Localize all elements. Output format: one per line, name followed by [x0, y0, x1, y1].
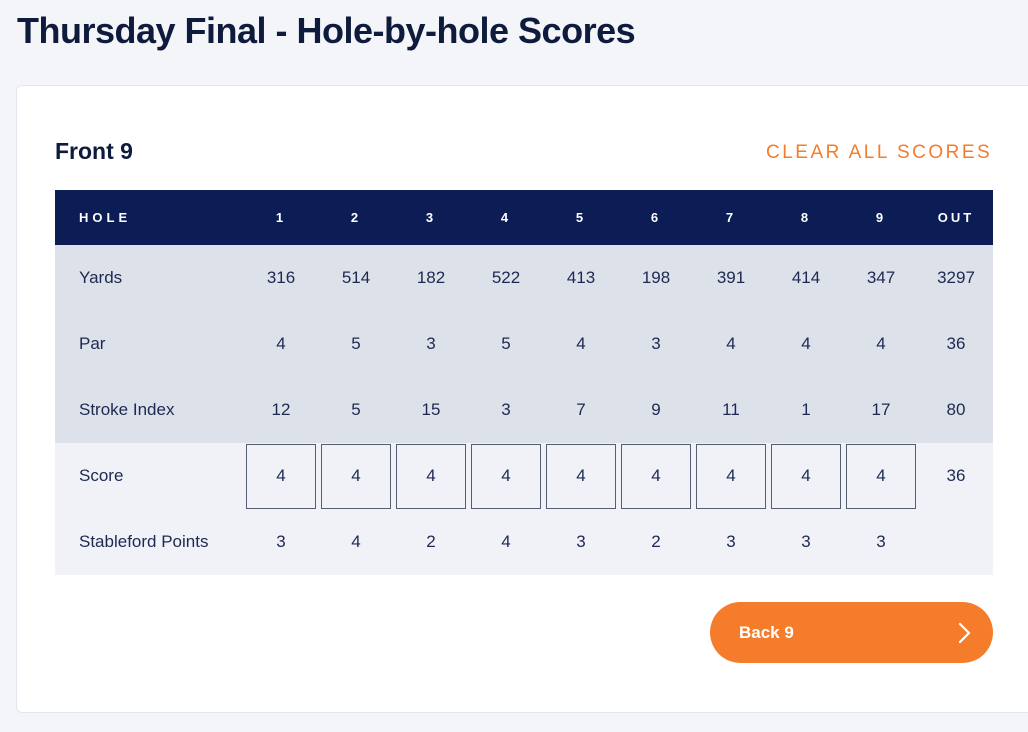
score-input-hole-7[interactable]: 4 — [696, 443, 766, 509]
table-header-row: HOLE 1 2 3 4 5 6 7 8 9 OUT — [55, 190, 993, 245]
table-row-stableford-points: Stableford Points 3 4 2 4 3 2 3 3 3 — [55, 509, 993, 575]
score-input-hole-6[interactable]: 4 — [621, 443, 691, 509]
yards-hole-2: 514 — [341, 268, 371, 287]
par-hole-4: 5 — [501, 334, 511, 353]
score-label: Score — [79, 466, 124, 485]
stableford-points-hole-4: 4 — [501, 532, 511, 551]
header-out: OUT — [937, 210, 975, 225]
stroke-index-hole-1: 12 — [271, 400, 291, 419]
header-hole-2: 2 — [350, 210, 362, 225]
par-hole-8: 4 — [801, 334, 811, 353]
header-hole-7: 7 — [725, 210, 737, 225]
stableford-points-hole-1: 3 — [276, 532, 286, 551]
stroke-index-label: Stroke Index — [79, 400, 175, 419]
score-input-hole-2[interactable]: 4 — [321, 443, 391, 509]
header-hole-5: 5 — [575, 210, 587, 225]
score-input-hole-4[interactable]: 4 — [471, 443, 541, 509]
score-input-hole-9[interactable]: 4 — [846, 443, 916, 509]
score-input-hole-1[interactable]: 4 — [246, 443, 316, 509]
scorecard-card: Front 9 CLEAR ALL SCORES HOLE 1 2 3 4 5 6 7 8 9 OU… — [16, 85, 1028, 713]
back-9-button[interactable]: Back 9 — [710, 602, 993, 663]
stableford-points-hole-2: 4 — [351, 532, 361, 551]
chevron-right-icon — [958, 622, 971, 643]
stroke-index-hole-2: 5 — [351, 400, 361, 419]
yards-hole-7: 391 — [716, 268, 746, 287]
scorecard-table: HOLE 1 2 3 4 5 6 7 8 9 OUT Yards 316 514 182 522 413 198 3… — [55, 190, 993, 575]
par-hole-6: 3 — [651, 334, 661, 353]
stableford-points-hole-8: 3 — [801, 532, 811, 551]
header-hole-8: 8 — [800, 210, 812, 225]
score-cell-hole-7: 4 — [694, 443, 768, 509]
stroke-index-hole-7: 11 — [722, 400, 740, 419]
stroke-index-hole-9: 17 — [871, 400, 891, 419]
score-cell-hole-6: 4 — [619, 443, 693, 509]
header-hole-label: HOLE — [79, 210, 132, 225]
yards-hole-5: 413 — [566, 268, 596, 287]
stroke-index-hole-5: 7 — [576, 400, 586, 419]
header-hole-6: 6 — [650, 210, 662, 225]
stableford-points-hole-6: 2 — [651, 532, 661, 551]
score-cell-hole-1: 4 — [244, 443, 318, 509]
par-hole-7: 4 — [726, 334, 736, 353]
score-cell-hole-3: 4 — [394, 443, 468, 509]
par-hole-3: 3 — [426, 334, 436, 353]
header-hole-3: 3 — [425, 210, 437, 225]
score-cell-hole-9: 4 — [844, 443, 918, 509]
stroke-index-total: 80 — [946, 400, 966, 419]
par-hole-9: 4 — [876, 334, 886, 353]
back-9-label: Back 9 — [739, 622, 794, 642]
stableford-points-hole-3: 2 — [426, 532, 436, 551]
par-hole-2: 5 — [351, 334, 361, 353]
stableford-points-hole-5: 3 — [576, 532, 586, 551]
header-hole-4: 4 — [500, 210, 512, 225]
header-hole-1: 1 — [275, 210, 287, 225]
stroke-index-hole-4: 3 — [501, 400, 511, 419]
par-label: Par — [79, 334, 106, 353]
stableford-points-hole-7: 3 — [726, 532, 736, 551]
page-title: Thursday Final - Hole-by-hole Scores — [17, 10, 636, 51]
stableford-points-label: Stableford Points — [79, 532, 209, 551]
stableford-points-total — [919, 509, 993, 575]
stroke-index-hole-6: 9 — [651, 400, 661, 419]
score-cell-hole-5: 4 — [544, 443, 618, 509]
score-total: 36 — [946, 466, 966, 485]
yards-hole-8: 414 — [791, 268, 821, 287]
yards-total: 3297 — [937, 268, 975, 287]
par-hole-1: 4 — [276, 334, 286, 353]
yards-hole-4: 522 — [491, 268, 521, 287]
table-row-yards: Yards 316 514 182 522 413 198 391 414 347 3297 — [55, 245, 993, 311]
stableford-points-hole-9: 3 — [876, 532, 886, 551]
clear-all-scores-button[interactable]: CLEAR ALL SCORES — [766, 142, 993, 163]
par-total: 36 — [946, 334, 966, 353]
score-input-hole-3[interactable]: 4 — [396, 443, 466, 509]
yards-hole-6: 198 — [641, 268, 671, 287]
section-title: Front 9 — [55, 138, 133, 164]
score-cell-hole-8: 4 — [769, 443, 843, 509]
table-row-score: Score 4 4 4 4 4 4 4 4 4 36 — [55, 443, 993, 509]
table-row-par: Par 4 5 3 5 4 3 4 4 4 36 — [55, 311, 993, 377]
stroke-index-hole-8: 1 — [801, 400, 811, 419]
score-input-hole-8[interactable]: 4 — [771, 443, 841, 509]
par-hole-5: 4 — [576, 334, 586, 353]
table-row-stroke-index: Stroke Index 12 5 15 3 7 9 11 1 17 80 — [55, 377, 993, 443]
score-cell-hole-2: 4 — [319, 443, 393, 509]
score-cell-hole-4: 4 — [469, 443, 543, 509]
yards-hole-1: 316 — [266, 268, 296, 287]
header-hole-9: 9 — [875, 210, 887, 225]
yards-label: Yards — [79, 268, 123, 287]
stroke-index-hole-3: 15 — [421, 400, 441, 419]
score-input-hole-5[interactable]: 4 — [546, 443, 616, 509]
yards-hole-3: 182 — [416, 268, 446, 287]
yards-hole-9: 347 — [866, 268, 896, 287]
